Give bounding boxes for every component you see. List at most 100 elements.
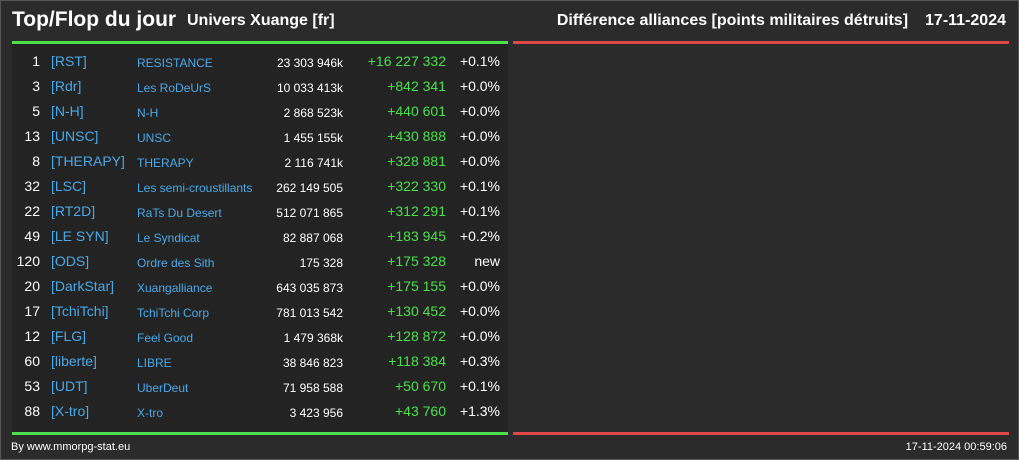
category-label: Différence alliances [points militaires … bbox=[556, 12, 909, 29]
alliance-name-link[interactable]: LIBRE bbox=[137, 356, 172, 370]
alliance-name-link[interactable]: Xuangalliance bbox=[137, 281, 213, 295]
alliance-name-link[interactable]: Ordre des Sith bbox=[137, 256, 215, 270]
list-item: 60 [liberte] LIBRE 38 846 823 +118 384 +0.3% bbox=[12, 349, 508, 374]
alliance-tag-link[interactable]: [LSC] bbox=[51, 178, 87, 194]
diff-value: +130 452 bbox=[387, 303, 446, 319]
list-item: 8 [THERAPY] THERAPY 2 116 741k +328 881 +0.0% bbox=[12, 149, 508, 174]
percent-value: +0.0% bbox=[459, 78, 500, 94]
alliance-tag-link[interactable]: [LE SYN] bbox=[51, 228, 109, 244]
rank-value: 17 bbox=[24, 303, 40, 319]
alliance-tag-link[interactable]: [UDT] bbox=[51, 378, 88, 394]
percent-value: +0.0% bbox=[459, 153, 500, 169]
date-label: 17-11-2024 bbox=[925, 12, 1006, 29]
rank-value: 120 bbox=[16, 253, 40, 269]
alliance-name-link[interactable]: Feel Good bbox=[137, 331, 194, 345]
alliance-tag-link[interactable]: [FLG] bbox=[51, 328, 87, 344]
alliance-name-link[interactable]: RESISTANCE bbox=[137, 56, 213, 70]
list-item: 22 [RT2D] RaTs Du Desert 512 071 865 +312 29… bbox=[12, 199, 508, 224]
alliance-name-link[interactable]: Les semi-croustillants bbox=[137, 181, 253, 195]
rank-value: 5 bbox=[32, 103, 40, 119]
page-title: Top/Flop du jour bbox=[12, 8, 177, 31]
alliance-tag-link[interactable]: [RST] bbox=[51, 53, 87, 69]
list-item: 88 [X-tro] X-tro 3 423 956 +43 760 +1.3% bbox=[12, 399, 508, 424]
percent-value: +0.1% bbox=[459, 53, 500, 69]
points-value: 1 479 368k bbox=[283, 331, 343, 345]
percent-value: +0.1% bbox=[459, 378, 500, 394]
alliance-name-link[interactable]: UNSC bbox=[137, 131, 172, 145]
alliance-tag-link[interactable]: [ODS] bbox=[51, 253, 90, 269]
alliance-tag-link[interactable]: [UNSC] bbox=[51, 128, 99, 144]
percent-value: +0.0% bbox=[459, 328, 500, 344]
rank-value: 49 bbox=[24, 228, 40, 244]
alliance-tag-link[interactable]: [THERAPY] bbox=[51, 153, 125, 169]
points-value: 10 033 413k bbox=[276, 81, 343, 95]
percent-value: +0.1% bbox=[459, 178, 500, 194]
points-value: 781 013 542 bbox=[276, 306, 343, 320]
list-item: 3 [Rdr] Les RoDeUrS 10 033 413k +842 341 +0.0… bbox=[12, 74, 508, 99]
alliance-tag-link[interactable]: [DarkStar] bbox=[51, 278, 115, 294]
rank-value: 12 bbox=[24, 328, 40, 344]
generated-timestamp: 17-11-2024 00:59:06 bbox=[905, 441, 1007, 453]
alliance-tag-link[interactable]: [RT2D] bbox=[51, 203, 96, 219]
rank-value: 60 bbox=[24, 353, 40, 369]
alliance-tag-link[interactable]: [liberte] bbox=[51, 353, 97, 369]
percent-value: new bbox=[474, 253, 500, 269]
alliance-name-link[interactable]: Le Syndicat bbox=[137, 231, 200, 245]
header-info: Différence alliances [points militaires … bbox=[557, 12, 1006, 30]
diff-value: +183 945 bbox=[387, 228, 446, 244]
alliance-name-link[interactable]: X-tro bbox=[137, 406, 164, 420]
list-item: 120 [ODS] Ordre des Sith 175 328 +175 328 new bbox=[12, 249, 508, 274]
points-value: 38 846 823 bbox=[282, 356, 343, 370]
points-value: 175 328 bbox=[299, 256, 343, 270]
rank-value: 53 bbox=[24, 378, 40, 394]
points-value: 1 455 155k bbox=[283, 131, 343, 145]
diff-value: +328 881 bbox=[387, 153, 446, 169]
percent-value: +0.0% bbox=[459, 278, 500, 294]
diff-value: +440 601 bbox=[387, 103, 446, 119]
alliance-name-link[interactable]: UberDeut bbox=[137, 381, 189, 395]
diff-value: +16 227 332 bbox=[367, 53, 446, 69]
top-panel-top-bar bbox=[12, 41, 508, 44]
rank-value: 32 bbox=[24, 178, 40, 194]
diff-value: +118 384 bbox=[388, 353, 446, 369]
rank-value: 22 bbox=[24, 203, 40, 219]
flop-panel-bottom-bar bbox=[513, 432, 1009, 435]
universe-label: Univers Xuange [fr] bbox=[187, 12, 335, 29]
percent-value: +1.3% bbox=[459, 403, 500, 419]
rank-value: 13 bbox=[24, 128, 40, 144]
points-value: 2 868 523k bbox=[283, 106, 343, 120]
alliance-name-link[interactable]: Les RoDeUrS bbox=[137, 81, 212, 95]
list-item: 17 [TchiTchi] TchiTchi Corp 781 013 542 +130… bbox=[12, 299, 508, 324]
list-item: 32 [LSC] Les semi-croustillants 262 149 505… bbox=[12, 174, 508, 199]
alliance-name-link[interactable]: TchiTchi Corp bbox=[137, 306, 210, 320]
alliance-tag-link[interactable]: [N-H] bbox=[51, 103, 84, 119]
alliance-tag-link[interactable]: [TchiTchi] bbox=[51, 303, 109, 319]
diff-value: +842 341 bbox=[387, 78, 446, 94]
alliance-tag-link[interactable]: [X-tro] bbox=[51, 403, 90, 419]
alliance-name-link[interactable]: THERAPY bbox=[137, 156, 194, 170]
alliance-name-link[interactable]: RaTs Du Desert bbox=[137, 206, 222, 220]
source-credit: By www.mmorpg-stat.eu bbox=[11, 441, 131, 453]
points-value: 643 035 873 bbox=[276, 281, 343, 295]
top-list: 1 [RST] RESISTANCE 23 303 946k +16 227 332 +0… bbox=[12, 49, 508, 424]
top-panel: 1 [RST] RESISTANCE 23 303 946k +16 227 332 +0… bbox=[12, 44, 508, 432]
flop-panel-top-bar bbox=[513, 41, 1009, 44]
list-item: 13 [UNSC] UNSC 1 455 155k +430 888 +0.0% bbox=[12, 124, 508, 149]
percent-value: +0.0% bbox=[459, 103, 500, 119]
list-item: 20 [DarkStar] Xuangalliance 643 035 873 +175… bbox=[12, 274, 508, 299]
rank-value: 3 bbox=[32, 78, 40, 94]
alliance-name-link[interactable]: N-H bbox=[137, 106, 159, 120]
diff-value: +175 328 bbox=[387, 253, 446, 269]
points-value: 71 958 588 bbox=[282, 381, 343, 395]
percent-value: +0.0% bbox=[459, 128, 500, 144]
points-value: 82 887 068 bbox=[282, 231, 343, 245]
list-item: 12 [FLG] Feel Good 1 479 368k +128 872 +0.0% bbox=[12, 324, 508, 349]
top-panel-bottom-bar bbox=[12, 432, 508, 435]
percent-value: +0.0% bbox=[459, 303, 500, 319]
list-item: 5 [N-H] N-H 2 868 523k +440 601 +0.0% bbox=[12, 99, 508, 124]
points-value: 512 071 865 bbox=[276, 206, 343, 220]
diff-value: +43 760 bbox=[395, 403, 446, 419]
alliance-tag-link[interactable]: [Rdr] bbox=[51, 78, 82, 94]
diff-value: +128 872 bbox=[387, 328, 446, 344]
